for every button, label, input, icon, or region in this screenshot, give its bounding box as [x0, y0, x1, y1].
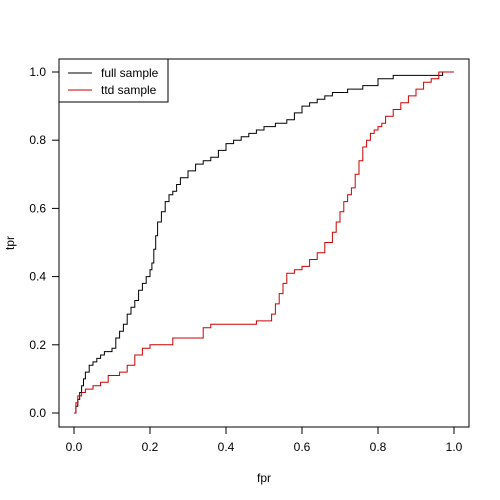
legend-box	[58, 58, 169, 103]
x-axis-label: fpr	[257, 471, 271, 485]
series-line-1	[74, 71, 454, 414]
y-tick-label: 0.8	[29, 133, 46, 147]
legend: full sample ttd sample	[58, 58, 169, 103]
x-tick-label: 0.6	[294, 440, 311, 454]
legend-label-ttd-sample: ttd sample	[101, 83, 157, 97]
x-tick-label: 0.8	[370, 440, 387, 454]
y-axis: 0.0 0.2 0.4 0.6 0.8 1.0	[29, 65, 60, 420]
y-tick-label: 0.4	[29, 270, 46, 284]
series-layer	[74, 71, 454, 414]
y-tick-label: 1.0	[29, 65, 46, 79]
x-tick-label: 0.4	[218, 440, 235, 454]
y-axis-label: tpr	[3, 236, 17, 250]
x-tick-label: 0.0	[66, 440, 83, 454]
y-tick-label: 0.6	[29, 201, 46, 215]
legend-label-full-sample: full sample	[101, 66, 159, 80]
y-tick-label: 0.0	[29, 406, 46, 420]
x-axis: 0.0 0.2 0.4 0.6 0.8 1.0	[66, 426, 463, 454]
series-line-0	[74, 71, 454, 414]
y-tick-label: 0.2	[29, 338, 46, 352]
x-tick-label: 1.0	[446, 440, 463, 454]
x-tick-label: 0.2	[142, 440, 159, 454]
